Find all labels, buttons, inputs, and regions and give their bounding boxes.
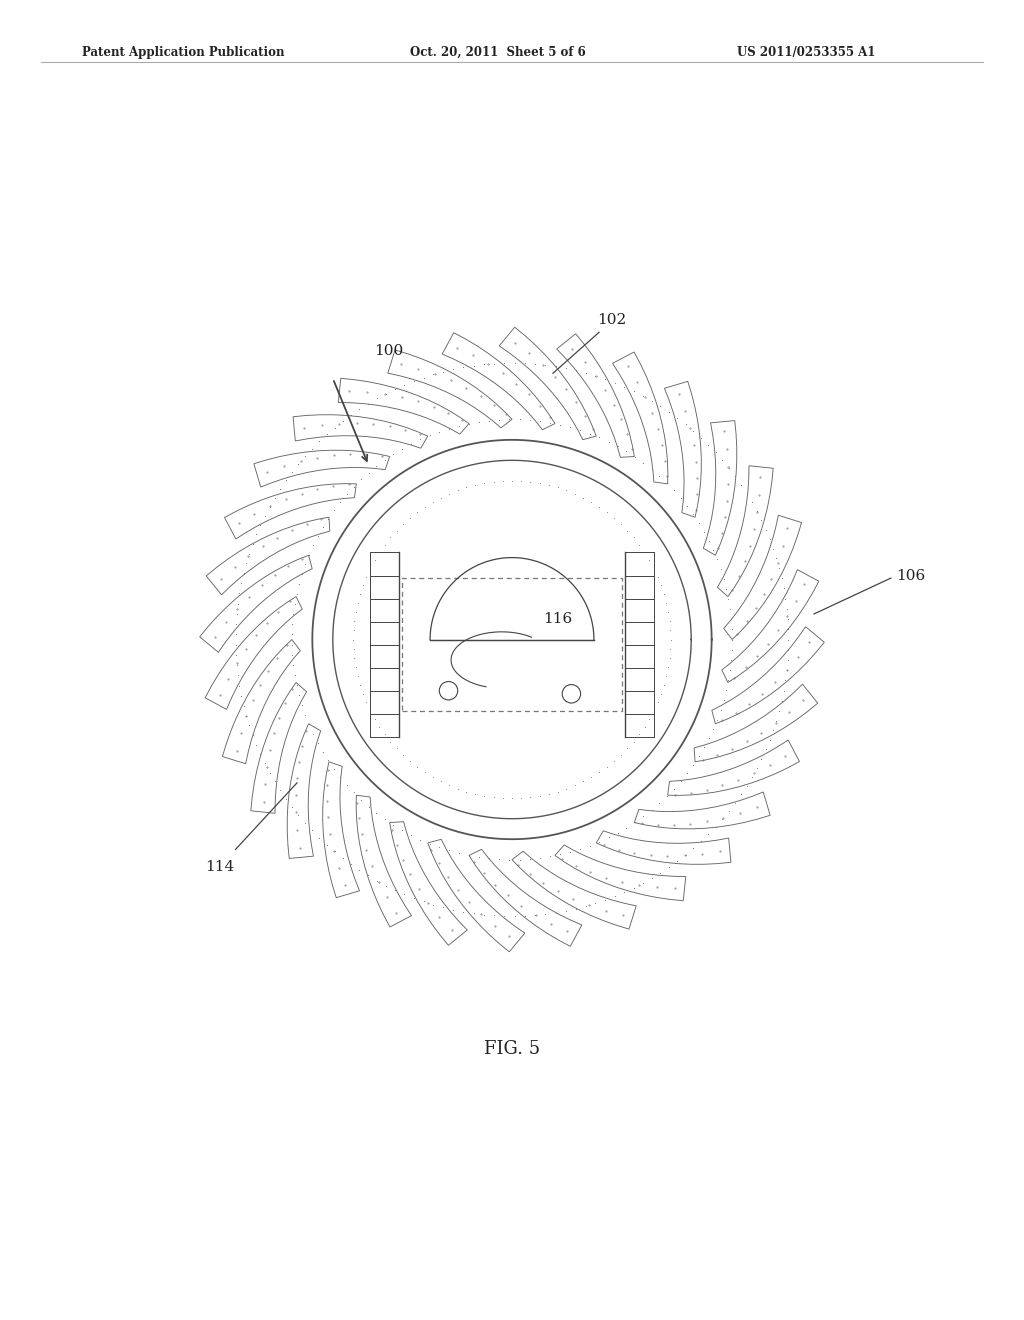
- Text: US 2011/0253355 A1: US 2011/0253355 A1: [737, 46, 876, 59]
- Text: 100: 100: [374, 345, 403, 358]
- Text: 102: 102: [597, 313, 627, 327]
- Text: 116: 116: [543, 612, 572, 626]
- Text: FIG. 5: FIG. 5: [484, 1040, 540, 1059]
- Text: 106: 106: [896, 569, 926, 583]
- Text: 114: 114: [205, 859, 234, 874]
- Text: Patent Application Publication: Patent Application Publication: [82, 46, 285, 59]
- Text: Oct. 20, 2011  Sheet 5 of 6: Oct. 20, 2011 Sheet 5 of 6: [410, 46, 586, 59]
